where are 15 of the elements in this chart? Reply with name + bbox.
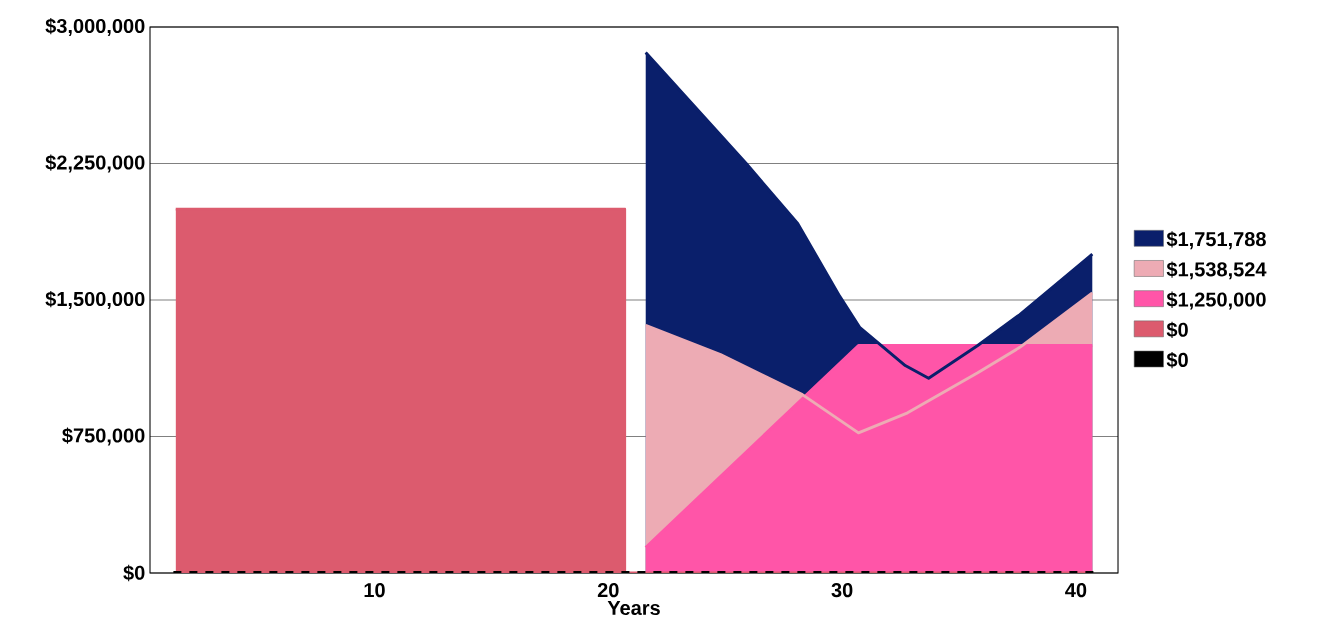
legend-label: $1,751,788 [1166,231,1266,250]
y-tick-label: $3,000,000 [45,18,145,36]
x-tick-label: 40 [1065,583,1087,598]
legend-label: $1,250,000 [1166,291,1266,310]
y-tick-label: $2,250,000 [45,154,145,173]
x-tick-label: 30 [831,583,853,598]
legend-label: $0 [1166,351,1188,369]
x-tick-label: 20 [597,583,619,598]
y-tick-label: $750,000 [62,427,145,446]
y-tick-label: $0 [123,564,145,582]
legend-label: $0 [1166,321,1188,339]
x-axis-title: Years [607,601,660,615]
y-tick-label: $1,500,000 [45,291,145,309]
x-tick-label: 10 [364,583,385,598]
legend-label: $1,538,524 [1166,261,1267,280]
